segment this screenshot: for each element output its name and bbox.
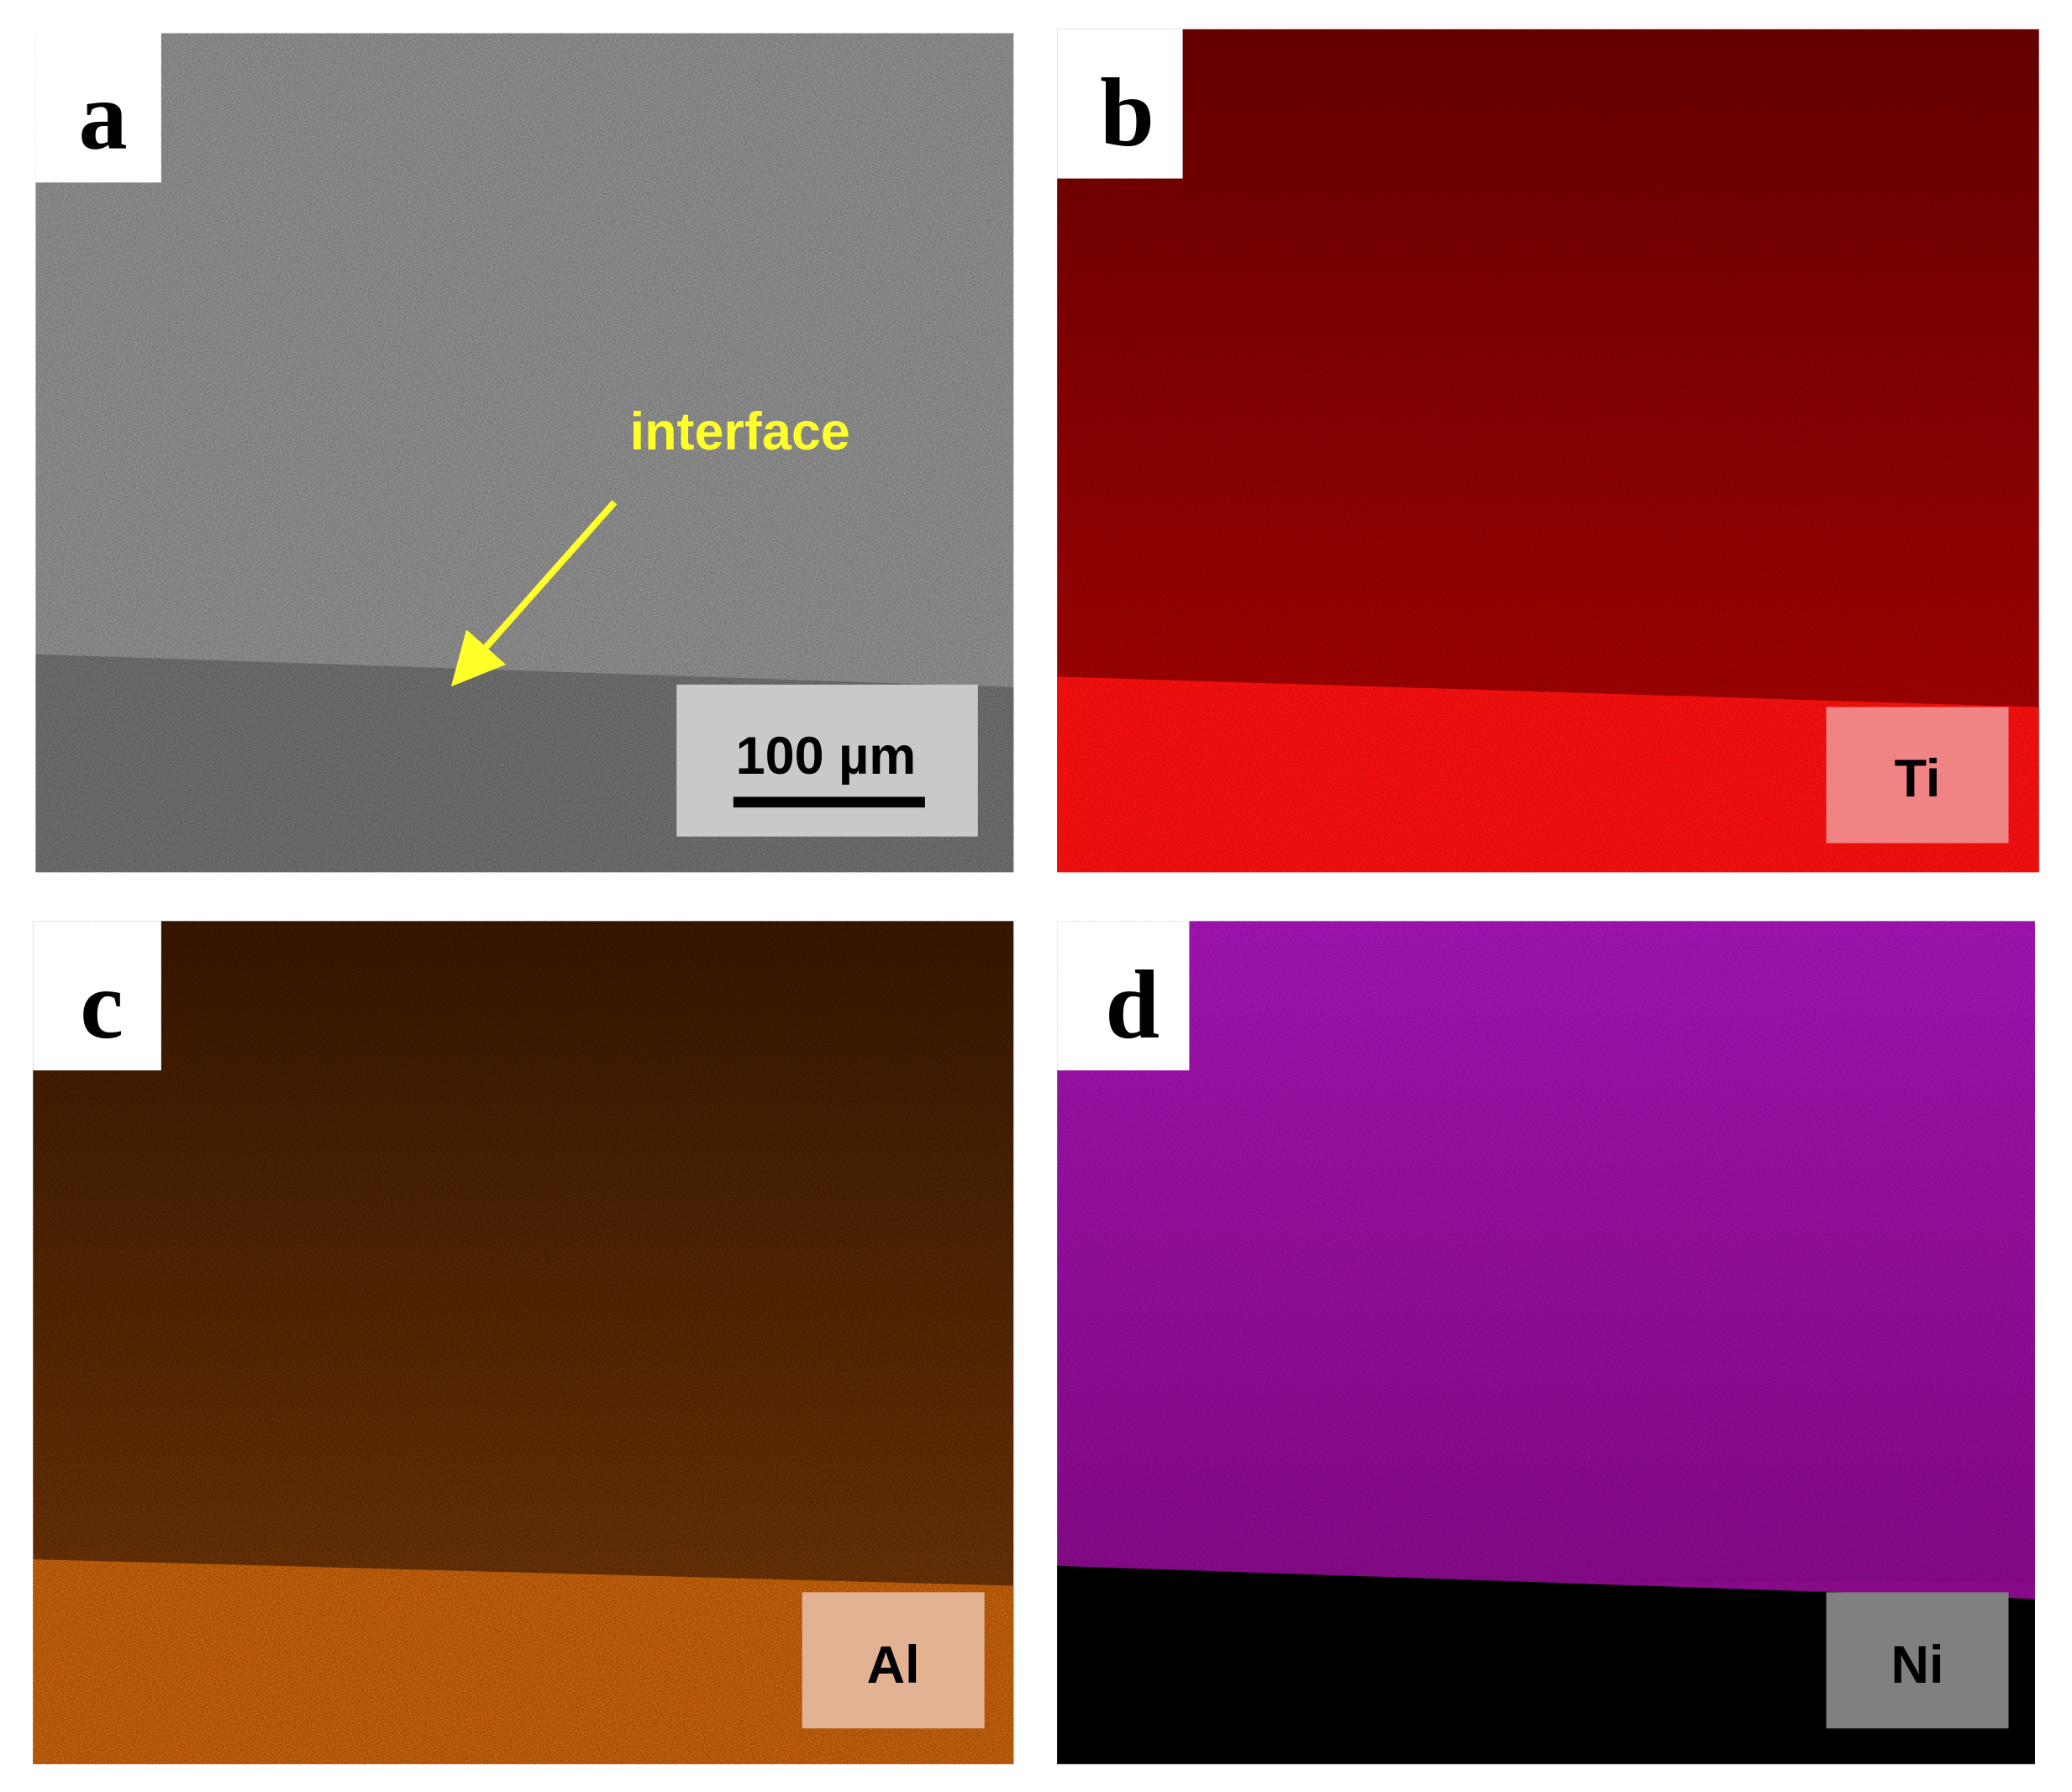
element-box	[1826, 1592, 2009, 1729]
panel-a: a interface 100 µm	[35, 33, 1014, 873]
label-notch	[33, 921, 161, 1071]
element-label: Al	[867, 1636, 920, 1695]
label-notch	[1057, 921, 1190, 1071]
panel-d: d Ni	[1057, 921, 2035, 1764]
scale-box	[676, 684, 978, 837]
panel-c: c Al	[33, 921, 1014, 1764]
ni-free-region	[1057, 1565, 2035, 1764]
arrow	[450, 500, 618, 687]
annotation: interface	[630, 402, 850, 461]
panel-label: c	[80, 951, 124, 1059]
element-label: Ni	[1891, 1636, 1944, 1695]
panel-label: d	[1105, 951, 1160, 1059]
element-label: Ti	[1895, 749, 1941, 808]
panel-label: a	[79, 61, 128, 170]
label-notch	[1057, 29, 1183, 179]
element-box	[1826, 707, 2009, 843]
texture	[1057, 921, 2035, 1582]
label-notch	[35, 33, 161, 183]
panel-label: b	[1100, 59, 1154, 167]
element-box	[802, 1592, 985, 1729]
scale-bar-label: 100 µm	[736, 727, 917, 786]
panel-b: b Ti	[1057, 29, 2039, 873]
